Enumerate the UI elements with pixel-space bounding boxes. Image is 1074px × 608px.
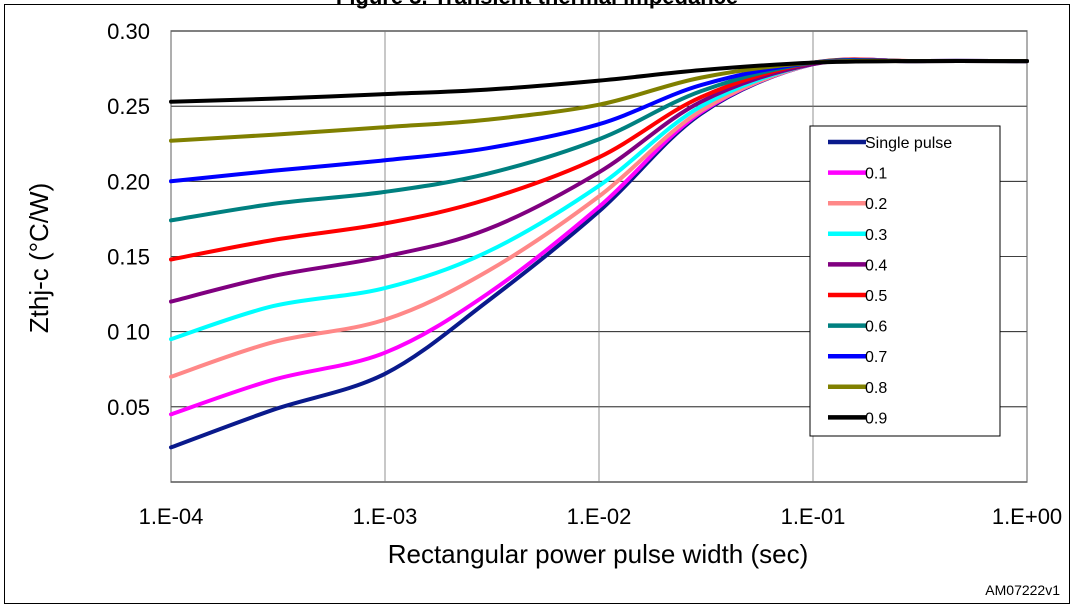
x-tick-label: 1.E-01 [781, 504, 846, 529]
y-axis-label: Zthj-c (°C/W) [24, 183, 54, 333]
legend-box [809, 125, 1001, 437]
legend-label: 0.1 [865, 166, 887, 183]
legend-label: 0.3 [865, 227, 887, 244]
y-tick-label: 0.20 [107, 169, 150, 194]
legend-label: 0.7 [865, 349, 887, 366]
legend-label: 0.2 [865, 196, 887, 213]
y-tick-label: 0.30 [107, 19, 150, 44]
legend-label: 0.8 [865, 380, 887, 397]
legend-label: Single pulse [865, 135, 952, 152]
chart-frame [4, 4, 1070, 604]
figure-id: AM07222v1 [985, 582, 1060, 598]
y-tick-label: 0.05 [107, 395, 150, 420]
legend-label: 0.4 [865, 257, 887, 274]
x-tick-label: 1.E-02 [567, 504, 632, 529]
x-axis-label: Rectangular power pulse width (sec) [388, 539, 809, 569]
legend-label: 0.6 [865, 319, 887, 336]
legend-label: 0.5 [865, 288, 887, 305]
x-tick-label: 1.E-03 [353, 504, 418, 529]
y-tick-label: 0.25 [107, 94, 150, 119]
y-tick-label: 0 10 [107, 320, 150, 345]
chart-title: Figure 3. Transient thermal impedance [0, 0, 1074, 10]
y-tick-label: 0.15 [107, 245, 150, 270]
series-line [169, 58, 1029, 104]
legend-label: 0.9 [865, 410, 887, 427]
x-tick-label: 1.E+00 [992, 504, 1062, 529]
x-tick-label: 1.E-04 [139, 504, 204, 529]
